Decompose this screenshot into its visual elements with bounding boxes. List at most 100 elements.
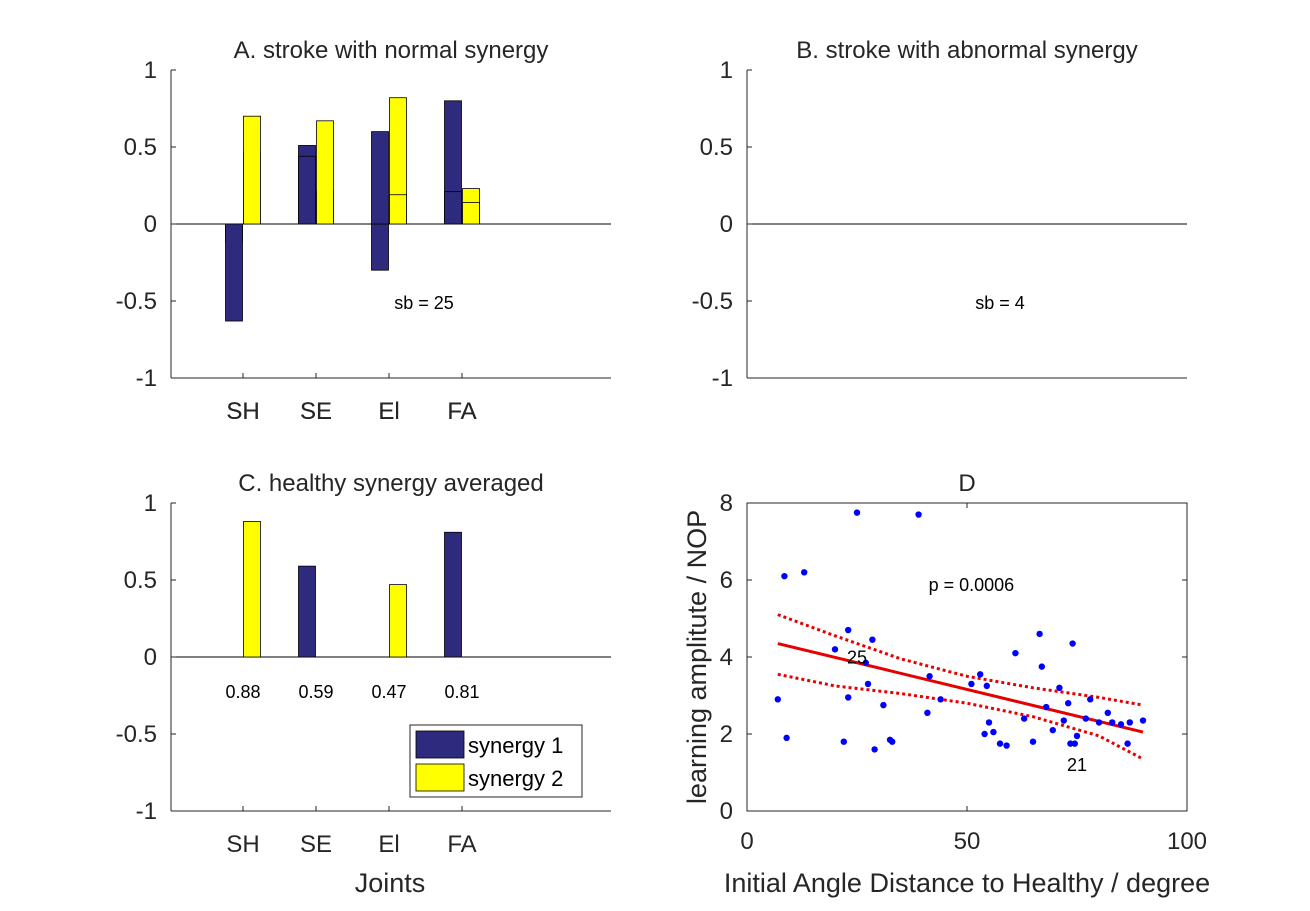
x-tick-label: El (378, 831, 399, 858)
scatter-point (977, 671, 984, 678)
bar-synergy2-sh (243, 521, 261, 658)
scatter-point (1117, 721, 1125, 728)
chart-title: A. stroke with normal synergy (234, 37, 549, 64)
y-tick-label: -1 (712, 365, 733, 392)
chart-title: D (958, 470, 975, 497)
y-tick-label: -1 (136, 798, 157, 825)
x-tick-label: FA (447, 398, 476, 425)
scatter-point (871, 746, 878, 753)
scatter-point (864, 680, 872, 688)
y-tick-label: 0 (144, 644, 157, 671)
x-tick-label: 50 (954, 828, 981, 855)
scatter-point (1029, 738, 1037, 745)
y-tick-label: -1 (136, 365, 157, 392)
chart-a: -1 -0.5 0 0.5 1 SH SE El FA A. stroke with normal… (116, 37, 611, 425)
legend: synergy 1 synergy 2 (409, 724, 583, 798)
scatter-point (1073, 732, 1081, 740)
scatter-point (968, 680, 975, 688)
chart-title: C. healthy synergy averaged (238, 470, 544, 497)
y-tick-label: 1 (144, 57, 157, 84)
scatter-point (1082, 715, 1090, 722)
legend-swatch-2 (415, 763, 465, 792)
x-tick-label: SE (300, 831, 332, 858)
annotation-text: p = 0.0006 (929, 575, 1015, 595)
scatter-point (1126, 719, 1134, 726)
y-tick-label: 4 (720, 644, 733, 671)
scatter-point (915, 511, 922, 518)
chart-title: B. stroke with abnormal synergy (796, 37, 1137, 64)
scatter-point (1056, 684, 1063, 691)
scatter-point (926, 673, 933, 680)
value-label: 0.47 (371, 682, 406, 702)
value-label: 0.81 (444, 682, 479, 702)
y-tick-label: -0.5 (116, 288, 157, 315)
chart-c: -1 -0.5 0 0.5 1 SH SE El FA C. healthy synergy av… (116, 470, 611, 898)
x-tick-label: FA (447, 831, 476, 858)
scatter-point (1109, 719, 1116, 726)
y-tick-label: 0.5 (700, 134, 733, 161)
y-tick-label: 2 (720, 721, 733, 748)
legend-label-1: synergy 1 (468, 733, 563, 758)
scatter-point (924, 709, 931, 717)
scatter-point (1087, 696, 1094, 703)
scatter-point (1095, 719, 1103, 726)
scatter-point (1012, 649, 1019, 657)
plot-frame (746, 502, 1188, 812)
scatter-point (869, 636, 876, 643)
confidence-upper-line (777, 613, 1144, 707)
scatter-point (996, 740, 1004, 747)
scatter-point (1020, 715, 1028, 722)
x-axis-label: Joints (355, 868, 426, 898)
y-tick-label: -0.5 (692, 288, 733, 315)
y-tick-label: 1 (720, 57, 733, 84)
scatter-point (862, 659, 869, 666)
annotation-text: sb = 25 (394, 293, 454, 313)
y-tick-label: 0 (720, 798, 733, 825)
y-tick-label: 0.5 (124, 567, 157, 594)
bar-synergy2-el (389, 584, 407, 658)
bar-synergy1-fa (444, 531, 462, 658)
chart-b: -1 -0.5 0 0.5 1 SH SE El FA B. stroke with abnorm… (225, 37, 1187, 425)
y-tick-label: -0.5 (116, 721, 157, 748)
scatter-point (1036, 630, 1043, 638)
annotation-text: sb = 4 (975, 293, 1025, 313)
y-tick-label: 0 (144, 211, 157, 238)
x-tick-label: SH (226, 398, 259, 425)
y-tick-label: 8 (720, 490, 733, 517)
x-axis-label: Initial Angle Distance to Healthy / degr… (724, 868, 1210, 898)
scatter-point (880, 701, 887, 709)
legend-swatch-1 (415, 730, 465, 759)
point-label: 25 (847, 647, 867, 667)
x-tick-label: SE (300, 398, 332, 425)
scatter-point (937, 696, 944, 703)
scatter-point (845, 694, 852, 701)
scatter-point (774, 696, 781, 703)
scatter-point (1043, 703, 1050, 711)
x-tick-label: FA (447, 398, 476, 425)
bar-synergy2-fa (462, 202, 480, 225)
bar-synergy1-fa (444, 191, 462, 225)
value-label: 0.59 (298, 682, 333, 702)
bar-synergy2-se (316, 120, 334, 225)
scatter-point (840, 738, 847, 745)
scatter-point (889, 738, 896, 745)
chart-d: 0 2 4 6 8 0 50 100 25 21 p = 0.0006 D Initial Angle … (682, 470, 1210, 898)
scatter-point (1067, 740, 1074, 747)
y-tick-label: 1 (144, 490, 157, 517)
bar-synergy2-el (389, 194, 407, 225)
scatter-point (981, 730, 988, 738)
scatter-point (845, 626, 852, 634)
bar-synergy1-sh (225, 223, 243, 322)
bar-synergy2-sh (243, 115, 261, 225)
fit-line (777, 642, 1144, 734)
value-label: 0.88 (225, 682, 260, 702)
scatter-point (1038, 663, 1046, 670)
scatter-point (783, 734, 790, 742)
scatter-point (1060, 717, 1068, 724)
scatter-point (1104, 709, 1112, 717)
x-tick-label: SH (226, 398, 259, 425)
y-tick-label: 0.5 (124, 134, 157, 161)
scatter-point (1139, 717, 1147, 724)
bar-synergy1-el (371, 131, 389, 225)
